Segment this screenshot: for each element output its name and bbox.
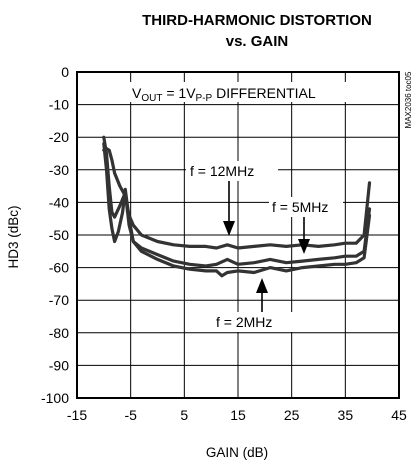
annotation-5mhz-bg <box>269 197 343 217</box>
y-tick-label: -70 <box>49 292 69 308</box>
y-tick-label: -100 <box>41 390 69 406</box>
arrow-5mhz <box>298 217 310 254</box>
x-tick-label: -15 <box>67 407 87 423</box>
annotation-5mhz: f = 5MHz <box>272 199 328 215</box>
annotation-12mhz-bg <box>186 161 278 181</box>
y-tick-label: -20 <box>49 129 69 145</box>
plot-grid <box>77 72 399 398</box>
annotation-2mhz-bg <box>213 312 295 332</box>
chart-title-line1: THIRD-HARMONIC DISTORTION <box>142 12 372 29</box>
series-line-2 <box>102 142 372 278</box>
arrow-12mhz <box>223 181 235 236</box>
y-tick-label: -30 <box>49 162 69 178</box>
vout-label: VOUT = 1VP-P DIFFERENTIAL <box>132 85 316 104</box>
y-tick-label: -60 <box>49 260 69 276</box>
chart-title-line2: vs. GAIN <box>226 33 289 50</box>
y-tick-labels: 0 -10 -20 -30 -40 -50 -60 -70 -80 -90 -100 <box>41 64 69 406</box>
y-axis-label: HD3 (dBc) <box>6 205 21 268</box>
series-line-0 <box>102 147 372 250</box>
x-tick-label: 15 <box>230 407 246 423</box>
side-label: MAX2036 toc05 <box>404 71 413 128</box>
y-tick-label: -50 <box>49 227 69 243</box>
annotation-2mhz: f = 2MHz <box>216 314 272 330</box>
y-tick-label: -90 <box>49 357 69 373</box>
arrow-2mhz <box>256 278 268 312</box>
series-line-1 <box>102 135 372 268</box>
x-tick-label: 5 <box>180 407 188 423</box>
y-tick-label: -10 <box>49 97 69 113</box>
y-tick-label: -80 <box>49 325 69 341</box>
x-tick-label: 25 <box>284 407 300 423</box>
x-tick-label: 35 <box>338 407 354 423</box>
vout-label-bg <box>128 82 346 102</box>
y-tick-label: -40 <box>49 194 69 210</box>
x-axis-label: GAIN (dB) <box>206 445 268 460</box>
x-tick-label: 45 <box>391 407 407 423</box>
annotation-12mhz: f = 12MHz <box>190 163 254 179</box>
y-tick-label: 0 <box>61 64 69 80</box>
series-lines <box>102 135 372 278</box>
x-tick-label: -5 <box>124 407 137 423</box>
x-tick-labels: -15 -5 5 15 25 35 45 <box>67 407 407 423</box>
plot-frame <box>76 71 400 399</box>
